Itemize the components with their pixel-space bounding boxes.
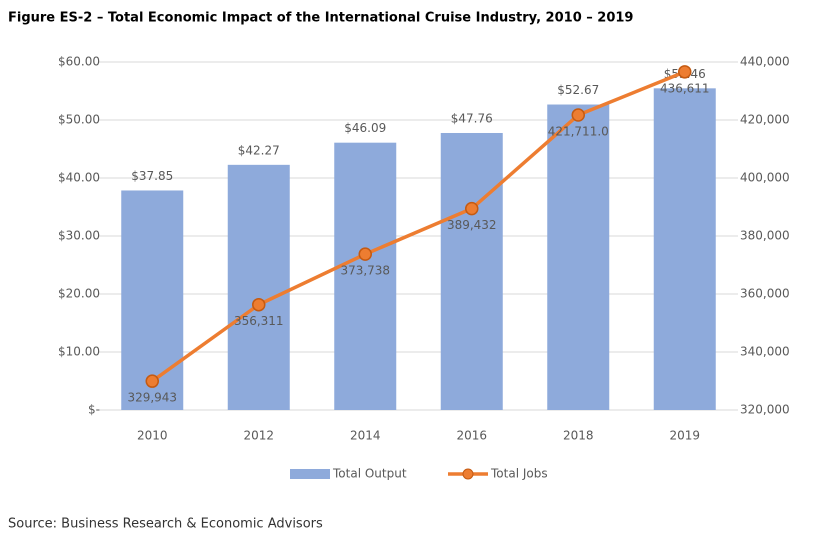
x-tick-label: 2014 (350, 429, 381, 443)
legend-label: Total Jobs (490, 467, 548, 481)
y2-tick-label: 360,000 (740, 287, 790, 301)
line-marker (252, 297, 266, 312)
y-tick-label: $20.00 (58, 287, 100, 301)
y2-tick-label: 420,000 (740, 113, 790, 127)
y2-tick-label: 320,000 (740, 403, 790, 417)
legend-marker (462, 468, 474, 480)
line-value-label: 421,711.0 (548, 125, 609, 139)
y2-tick-label: 440,000 (740, 55, 790, 69)
x-tick-label: 2018 (563, 429, 594, 443)
line (151, 70, 686, 383)
line-value-label: 356,311 (234, 314, 284, 328)
bar-value-label: $47.76 (451, 111, 493, 125)
y-tick-label: $30.00 (58, 229, 100, 243)
y-tick-label: $50.00 (58, 113, 100, 127)
bar-value-label: $46.09 (344, 121, 386, 135)
bar (440, 132, 503, 410)
line-marker (571, 108, 585, 122)
y-tick-label: $- (88, 403, 100, 417)
line-value-label: 373,738 (340, 264, 390, 278)
line-marker (358, 247, 372, 261)
y2-tick-label: 380,000 (740, 229, 790, 243)
y-tick-label: $40.00 (58, 171, 100, 185)
line-marker (145, 374, 159, 388)
line-value-label: 329,943 (127, 391, 177, 405)
bar-value-label: $37.85 (131, 169, 173, 183)
bar-value-label: $52.67 (557, 83, 599, 97)
y2-tick-label: 340,000 (740, 345, 790, 359)
y-tick-label: $10.00 (58, 345, 100, 359)
x-tick-label: 2012 (243, 429, 274, 443)
bar (121, 190, 184, 410)
chart-title: Figure ES-2 – Total Economic Impact of t… (8, 11, 633, 26)
bar (334, 142, 397, 411)
bar (653, 88, 716, 410)
legend-swatch (290, 469, 330, 479)
line-marker (465, 201, 479, 216)
y2-tick-label: 400,000 (740, 171, 790, 185)
x-tick-label: 2010 (137, 429, 168, 443)
y-tick-label: $60.00 (58, 55, 100, 69)
source-note: Source: Business Research & Economic Adv… (8, 517, 323, 532)
x-tick-label: 2016 (456, 429, 487, 443)
line-value-label: 389,432 (447, 218, 497, 232)
line-marker (678, 65, 692, 79)
x-tick-label: 2019 (669, 429, 700, 443)
bar (227, 164, 290, 410)
line-value-label: 436,611 (660, 81, 710, 95)
bar (547, 104, 610, 410)
legend-label: Total Output (332, 467, 407, 481)
bar-value-label: $42.27 (238, 143, 280, 157)
